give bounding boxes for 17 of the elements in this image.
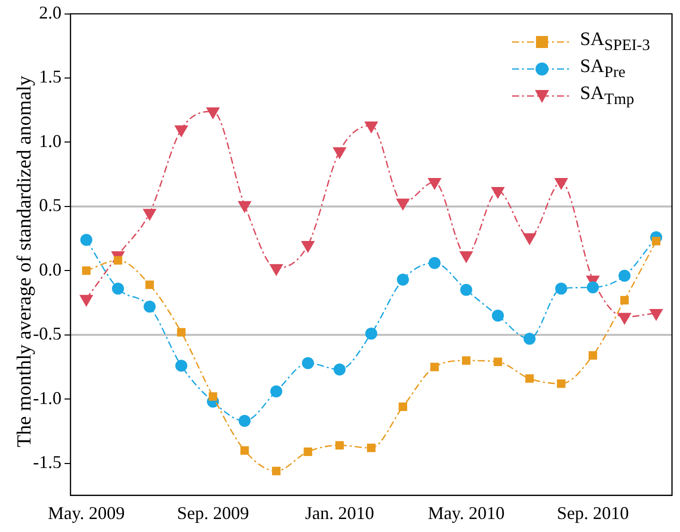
- y-tick-label: 2.0: [38, 2, 62, 23]
- y-tick-label: 0.0: [38, 259, 62, 280]
- y-tick-label: 0.5: [38, 195, 62, 216]
- y-axis-title: The monthly average of standardized anomaly: [14, 76, 36, 448]
- y-tick-label: 1.0: [38, 130, 62, 151]
- x-tick-label: Jan. 2010: [305, 502, 374, 523]
- y-tick-label: -1.0: [32, 388, 62, 408]
- y-tick-label: -1.5: [32, 452, 62, 472]
- x-tick-label: May. 2010: [428, 502, 505, 523]
- legend-label: SA$_{SPEI-3}$: [580, 28, 650, 54]
- legend-label: SA$_{Tmp}$: [580, 82, 634, 108]
- legend-label: SA$_{Pre}$: [580, 56, 626, 82]
- x-tick-label: Sep. 2009: [176, 502, 249, 523]
- x-tick-label: May. 2009: [48, 502, 125, 523]
- x-tick-label: Sep. 2010: [556, 502, 629, 523]
- y-tick-label: -0.5: [32, 324, 62, 344]
- y-tick-label: 1.5: [38, 66, 62, 87]
